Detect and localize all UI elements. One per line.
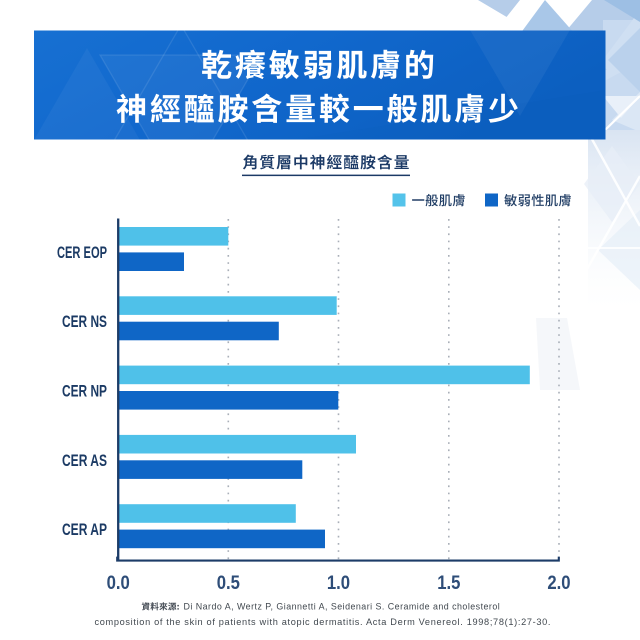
svg-text:0.0: 0.0 [107, 572, 130, 594]
svg-text:1.0: 1.0 [327, 572, 350, 594]
svg-text:2.0: 2.0 [547, 572, 570, 594]
svg-text:0.5: 0.5 [217, 572, 240, 594]
svg-text:composition of the skin of pat: composition of the skin of patients with… [94, 617, 551, 627]
svg-text:Di Nardo A, Wertz P, Giannetti: Di Nardo A, Wertz P, Giannetti A, Seiden… [184, 601, 501, 611]
svg-text:CER AP: CER AP [62, 521, 107, 539]
svg-text:CER NS: CER NS [62, 313, 107, 331]
svg-text:CER AS: CER AS [62, 452, 107, 470]
svg-text:CER EOP: CER EOP [57, 244, 107, 262]
svg-text:1.5: 1.5 [437, 572, 460, 594]
svg-text:CER NP: CER NP [62, 383, 107, 401]
